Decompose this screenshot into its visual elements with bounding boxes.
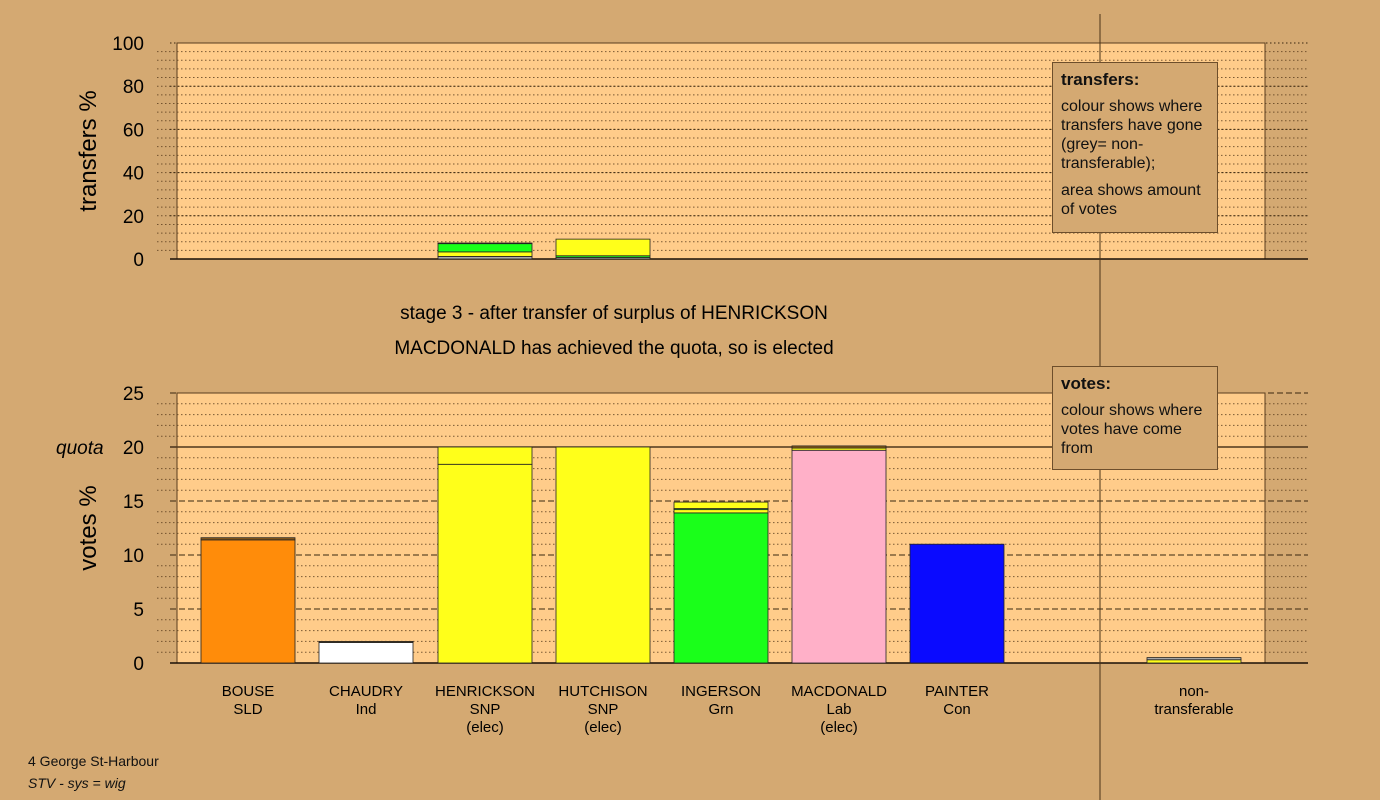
votes-quota-label: quota	[56, 438, 104, 459]
category-label: BOUSE	[222, 683, 275, 700]
category-label: SNP	[470, 701, 501, 718]
transfers-bar-hutchison-snp-elec	[555, 238, 651, 257]
transfers-ytick-label: 20	[123, 207, 144, 228]
votes-bar-non-transferable	[1146, 659, 1242, 664]
transfers-legend: transfers: colour shows where transfers …	[1052, 62, 1218, 233]
votes-bar-macdonald-lab-elec	[791, 449, 887, 664]
votes-bar-henrickson-snp-elec	[437, 446, 533, 465]
category-label: INGERSON	[681, 683, 761, 700]
votes-ytick-label: 15	[123, 492, 144, 513]
transfers-legend-title: transfers:	[1061, 70, 1140, 89]
transfers-legend-text1: colour shows where transfers have gone (…	[1061, 98, 1203, 172]
votes-bar-ingerson-grn	[673, 512, 769, 664]
category-label: CHAUDRY	[329, 683, 403, 700]
votes-legend-text1: colour shows where votes have come from	[1061, 402, 1203, 457]
category-label: Ind	[356, 701, 377, 718]
votes-ytick-label: 5	[133, 600, 144, 621]
votes-ytick-label: 0	[133, 654, 144, 675]
category-label: (elec)	[466, 719, 504, 736]
votes-bar-bouse-sld	[200, 539, 296, 664]
category-label: SNP	[588, 701, 619, 718]
votes-bar-ingerson-grn	[673, 501, 769, 509]
votes-bar-non-transferable	[1146, 657, 1242, 661]
footer-system: STV - sys = wig	[28, 775, 126, 791]
votes-legend: votes: colour shows where votes have com…	[1052, 366, 1218, 470]
votes-bar-macdonald-lab-elec	[791, 445, 887, 449]
category-label: HENRICKSON	[435, 683, 535, 700]
transfers-ytick-label: 80	[123, 77, 144, 98]
category-label: Grn	[708, 701, 733, 718]
votes-ytick-label: 10	[123, 546, 144, 567]
transfers-ytick-label: 0	[133, 250, 144, 271]
votes-y-axis-label: votes %	[75, 485, 102, 570]
transfers-legend-text2: area shows amount of votes	[1061, 182, 1201, 218]
category-label: (elec)	[584, 719, 622, 736]
stage-title: stage 3 - after transfer of surplus of H…	[400, 303, 828, 324]
category-label: Con	[943, 701, 971, 718]
stage-subtitle: MACDONALD has achieved the quota, so is …	[394, 338, 833, 359]
category-label: SLD	[233, 701, 262, 718]
votes-bar-henrickson-snp-elec	[437, 463, 533, 664]
footer-constituency: 4 George St-Harbour	[28, 753, 159, 769]
votes-legend-title: votes:	[1061, 374, 1112, 393]
votes-bar-hutchison-snp-elec	[555, 446, 651, 664]
transfers-ytick-label: 40	[123, 164, 144, 185]
transfers-ytick-label: 100	[112, 34, 144, 55]
transfers-y-axis-label: transfers %	[75, 90, 102, 211]
category-label: (elec)	[820, 719, 858, 736]
category-label: transferable	[1154, 701, 1233, 718]
votes-bar-chaudry-ind	[318, 642, 414, 664]
category-label: non-	[1179, 683, 1209, 700]
category-label: Lab	[826, 701, 851, 718]
votes-bar-ingerson-grn	[673, 509, 769, 514]
votes-bar-painter-con	[909, 543, 1005, 664]
votes-bar-chaudry-ind	[318, 641, 414, 643]
votes-bar-bouse-sld	[200, 537, 296, 541]
transfers-bar-henrickson-snp-elec	[437, 243, 533, 253]
transfers-bar-henrickson-snp-elec	[437, 242, 533, 245]
category-label: MACDONALD	[791, 683, 887, 700]
axes-text: BOUSESLDCHAUDRYIndHENRICKSONSNP(elec)HUT…	[222, 683, 1234, 736]
transfers-ytick-label: 60	[123, 120, 144, 141]
category-label: HUTCHISON	[558, 683, 647, 700]
transfers-bar-henrickson-snp-elec	[437, 251, 533, 257]
votes-ytick-label: 20	[123, 438, 144, 459]
votes-ytick-label: 25	[123, 384, 144, 405]
category-label: PAINTER	[925, 683, 989, 700]
